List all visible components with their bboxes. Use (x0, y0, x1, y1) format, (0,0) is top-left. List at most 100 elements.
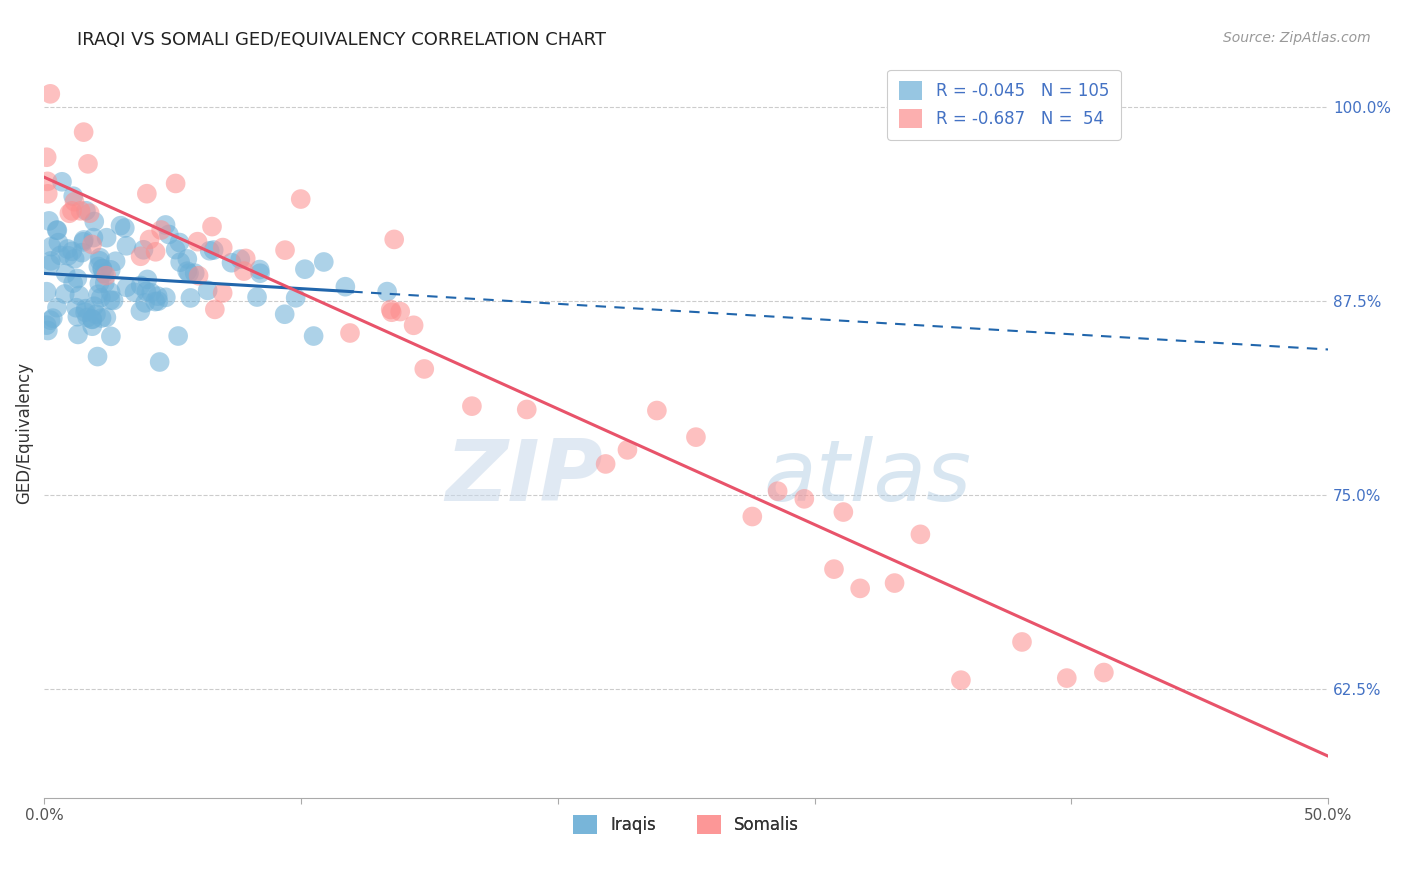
Point (204, 302, 226, 317)
Point (823, 562, 845, 576)
Point (72, 235, 94, 249)
Point (380, 302, 402, 317)
Point (60, 203, 83, 218)
Point (75, 203, 97, 218)
Point (149, 355, 172, 369)
Point (202, 243, 225, 257)
Point (46, 301, 69, 315)
Point (146, 289, 169, 303)
Point (37, 186, 59, 201)
Point (114, 221, 136, 235)
Point (134, 296, 156, 310)
Point (616, 442, 638, 457)
Point (35, 285, 58, 299)
Point (46, 223, 69, 237)
Point (69, 203, 91, 218)
Point (89, 251, 111, 265)
Point (79, 206, 101, 220)
Point (273, 307, 295, 321)
Point (56, 242, 79, 256)
Point (766, 484, 789, 499)
Point (37, 324, 59, 338)
Text: IRAQI VS SOMALI GED/EQUIVALENCY CORRELATION CHART: IRAQI VS SOMALI GED/EQUIVALENCY CORRELAT… (77, 31, 606, 49)
Point (103, 293, 125, 308)
Point (516, 402, 538, 417)
Point (176, 264, 198, 278)
Point (96, 268, 118, 283)
Point (165, 243, 187, 257)
Point (132, 243, 155, 257)
Point (129, 249, 152, 263)
Point (48, 235, 70, 250)
Point (312, 255, 335, 269)
Point (80, 312, 103, 326)
Point (197, 284, 219, 298)
Point (100, 263, 122, 277)
Point (179, 291, 201, 305)
Point (135, 285, 157, 299)
Point (1056, 671, 1078, 685)
Point (110, 219, 132, 233)
Point (91, 261, 114, 276)
Point (49, 248, 72, 262)
Point (51, 175, 73, 189)
Point (138, 232, 160, 246)
Point (82, 319, 104, 334)
Point (84, 307, 107, 321)
Point (183, 266, 205, 280)
Point (90, 311, 112, 326)
Point (124, 285, 146, 300)
Point (232, 264, 254, 278)
Point (58, 206, 80, 220)
Point (249, 266, 271, 280)
Point (83, 299, 105, 313)
Point (335, 279, 357, 293)
Point (35, 150, 58, 164)
Point (165, 177, 187, 191)
Point (90, 291, 112, 305)
Point (211, 285, 233, 300)
Point (66, 271, 89, 285)
Point (157, 227, 180, 242)
Point (176, 252, 198, 266)
Point (129, 304, 152, 318)
Point (832, 505, 855, 519)
Point (381, 305, 404, 319)
Point (60, 244, 83, 259)
Point (290, 192, 312, 206)
Point (1011, 635, 1033, 649)
Point (115, 239, 138, 253)
Point (91, 261, 114, 276)
Point (155, 290, 177, 304)
Point (62, 276, 84, 290)
Point (741, 509, 763, 524)
Text: atlas: atlas (763, 435, 972, 518)
Point (167, 329, 190, 343)
Point (80, 237, 103, 252)
Point (339, 326, 361, 340)
Point (89, 253, 111, 268)
Point (67, 288, 90, 302)
Point (66, 310, 89, 324)
Point (70, 245, 93, 260)
Point (143, 294, 166, 309)
Point (294, 262, 316, 277)
Point (375, 285, 398, 299)
Point (77, 157, 100, 171)
Point (249, 262, 271, 277)
Point (55, 267, 77, 281)
Point (389, 304, 412, 318)
Point (413, 362, 436, 376)
Point (246, 290, 269, 304)
Point (169, 255, 191, 269)
Point (198, 244, 221, 258)
Point (302, 329, 325, 343)
Y-axis label: GED/Equivalency: GED/Equivalency (15, 362, 32, 504)
Point (73, 233, 96, 247)
Point (1092, 665, 1115, 680)
Point (37, 174, 59, 188)
Point (115, 280, 138, 294)
Point (104, 254, 127, 268)
Point (461, 399, 484, 413)
Point (135, 186, 157, 201)
